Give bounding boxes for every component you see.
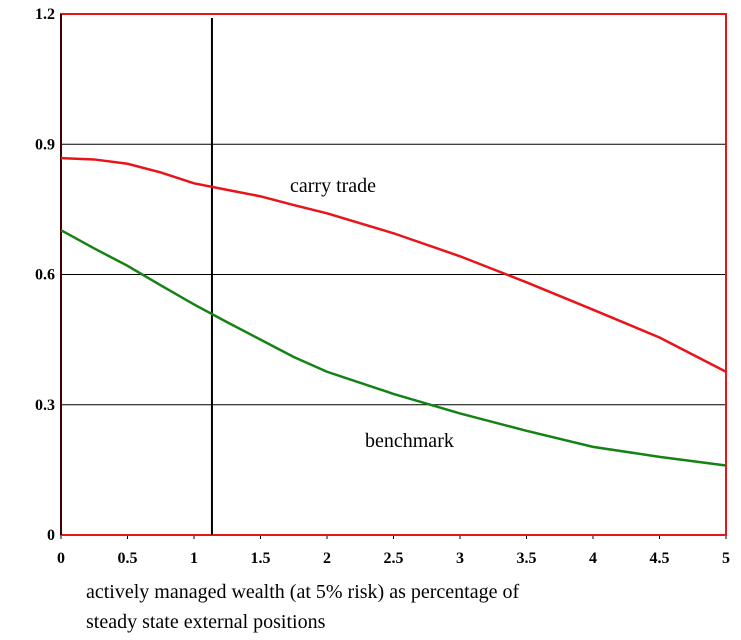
series-line [60, 229, 727, 467]
x-tick-label: 0.5 [118, 550, 138, 567]
x-tick-label: 1.5 [251, 550, 271, 567]
x-tick-label: 3 [456, 550, 464, 567]
x-tick-label: 4 [589, 550, 597, 567]
x-axis-label: actively managed wealth (at 5% risk) as … [86, 581, 519, 603]
x-tick-label: 2 [323, 550, 331, 567]
y-tick-label: 0.6 [35, 267, 55, 284]
x-tick-label: 1 [190, 550, 198, 567]
y-tick-label: 0.3 [35, 397, 55, 414]
x-tick-label: 2.5 [384, 550, 404, 567]
y-tick-label: 0.9 [35, 136, 55, 153]
y-tick-label: 0 [47, 527, 55, 544]
x-tick-label: 0 [57, 550, 65, 567]
series-label: carry trade [290, 175, 376, 197]
x-axis-label: steady state external positions [86, 611, 326, 633]
series-label: benchmark [365, 430, 454, 452]
series-line [60, 156, 727, 373]
x-tick-label: 5 [722, 550, 730, 567]
y-tick-label: 1.2 [35, 6, 55, 23]
x-tick-label: 4.5 [650, 550, 670, 567]
x-tick-label: 3.5 [517, 550, 537, 567]
